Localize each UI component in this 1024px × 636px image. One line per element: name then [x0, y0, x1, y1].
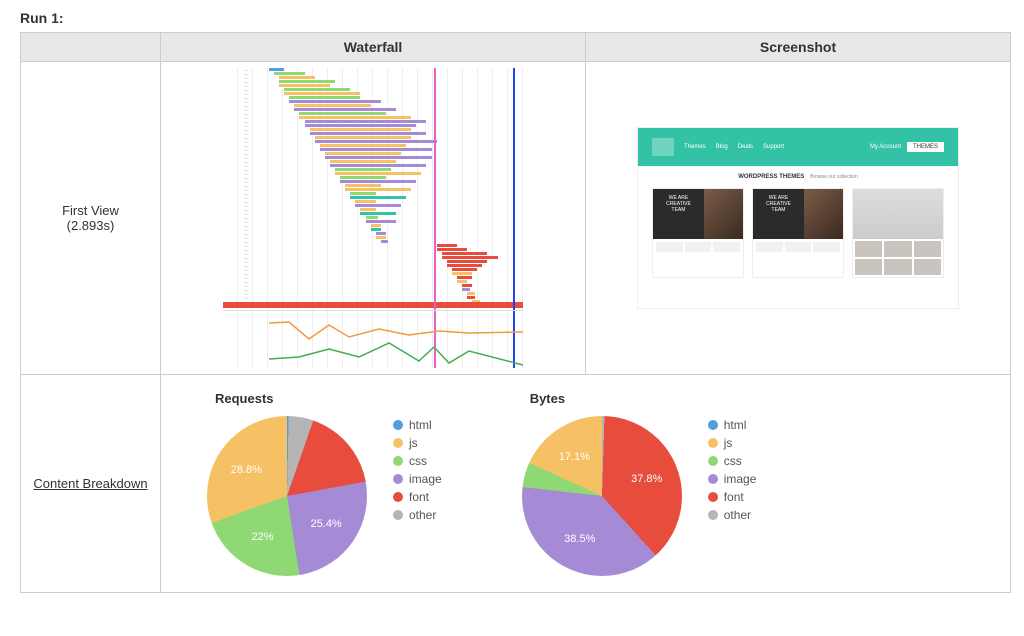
legend-label: other — [724, 508, 751, 522]
content-breakdown-link[interactable]: Content Breakdown — [33, 476, 147, 491]
pie-slice-label: 25.4% — [311, 518, 342, 530]
pie-title: Requests — [215, 391, 442, 406]
legend-swatch — [708, 474, 718, 484]
legend-label: js — [724, 436, 733, 450]
legend-label: font — [724, 490, 744, 504]
run-title: Run 1: — [20, 10, 1004, 26]
content-breakdown-cell: Requests 25.4% 22% 28.8% html js css image font o… — [161, 375, 1011, 593]
screenshot-thumbnail[interactable]: ThemesBlogDealsSupportMy AccountTHEMESWO… — [638, 128, 958, 308]
legend-label: html — [409, 418, 432, 432]
pie-title: Bytes — [530, 391, 757, 406]
legend-item-other: other — [708, 506, 757, 524]
legend-item-js: js — [708, 434, 757, 452]
legend-label: other — [409, 508, 436, 522]
legend-item-font: font — [393, 488, 442, 506]
pie-legend: html js css image font other — [708, 416, 757, 524]
legend-item-css: css — [708, 452, 757, 470]
content-breakdown: Requests 25.4% 22% 28.8% html js css image font o… — [167, 381, 1004, 586]
legend-item-html: html — [708, 416, 757, 434]
legend-swatch — [708, 492, 718, 502]
content-breakdown-label-cell: Content Breakdown — [21, 375, 161, 593]
pie-slice-label: 37.8% — [631, 473, 662, 485]
legend-swatch — [393, 420, 403, 430]
legend-label: js — [409, 436, 418, 450]
legend-label: html — [724, 418, 747, 432]
pie-chart[interactable]: 25.4% 22% 28.8% — [207, 416, 367, 576]
pie-slice-label: 22% — [251, 531, 273, 543]
legend-item-css: css — [393, 452, 442, 470]
pie-slice-label: 28.8% — [231, 464, 262, 476]
header-waterfall: Waterfall — [161, 33, 586, 62]
legend-item-html: html — [393, 416, 442, 434]
legend-label: image — [724, 472, 757, 486]
pie-legend: html js css image font other — [393, 416, 442, 524]
legend-item-font: font — [708, 488, 757, 506]
header-screenshot: Screenshot — [586, 33, 1011, 62]
legend-label: css — [409, 454, 427, 468]
screenshot-cell[interactable]: ThemesBlogDealsSupportMy AccountTHEMESWO… — [586, 62, 1011, 375]
legend-swatch — [393, 474, 403, 484]
legend-label: image — [409, 472, 442, 486]
legend-swatch — [708, 456, 718, 466]
first-view-label: First View — [27, 203, 154, 218]
header-blank — [21, 33, 161, 62]
legend-swatch — [708, 420, 718, 430]
legend-swatch — [708, 510, 718, 520]
legend-label: css — [724, 454, 742, 468]
legend-item-js: js — [393, 434, 442, 452]
legend-item-image: image — [708, 470, 757, 488]
legend-swatch — [708, 438, 718, 448]
first-view-label-cell: First View (2.893s) — [21, 62, 161, 375]
legend-label: font — [409, 490, 429, 504]
pie-slice-label: 38.5% — [564, 533, 595, 545]
pie-chart[interactable]: 37.8% 38.5% 17.1% — [522, 416, 682, 576]
waterfall-chart[interactable]: ————————————————————————————————————————… — [223, 68, 523, 368]
legend-item-other: other — [393, 506, 442, 524]
legend-swatch — [393, 492, 403, 502]
legend-item-image: image — [393, 470, 442, 488]
legend-swatch — [393, 438, 403, 448]
waterfall-cell[interactable]: ————————————————————————————————————————… — [161, 62, 586, 375]
legend-swatch — [393, 510, 403, 520]
first-view-timing: (2.893s) — [27, 218, 154, 233]
pie-slice-label: 17.1% — [559, 451, 590, 463]
results-table: Waterfall Screenshot First View (2.893s)… — [20, 32, 1011, 593]
legend-swatch — [393, 456, 403, 466]
